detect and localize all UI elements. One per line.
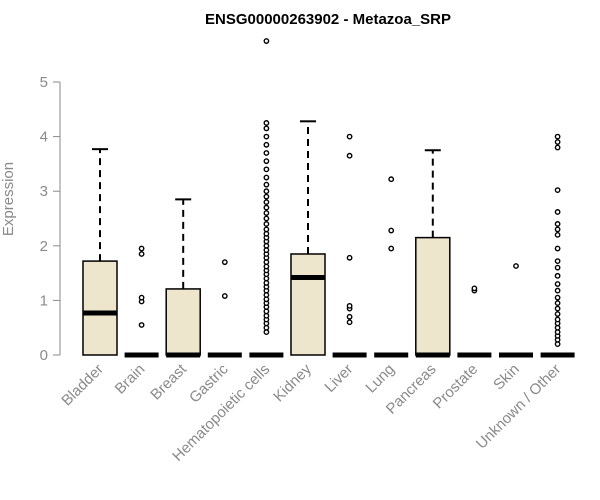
box-7 [332, 133, 367, 358]
y-tick-label: 0 [40, 347, 48, 364]
box-5 [249, 38, 284, 358]
box-9 [415, 149, 451, 358]
outlier-point [554, 209, 561, 215]
outlier-point [263, 125, 270, 132]
x-tick-label: Liver [321, 361, 356, 396]
outlier-point [346, 313, 353, 320]
chart-title: ENSG00000263902 - Metazoa_SRP [205, 11, 451, 28]
outlier-point [388, 245, 395, 252]
outlier-point [554, 245, 561, 252]
y-tick-label: 1 [40, 292, 48, 309]
box-body [82, 260, 118, 356]
box-body [415, 236, 451, 356]
outlier-point [263, 199, 270, 206]
outlier-point [554, 144, 561, 151]
outlier-point [138, 245, 145, 252]
outlier-point [138, 251, 145, 257]
outlier-point [554, 133, 561, 140]
outlier-point [388, 176, 395, 183]
outlier-point [554, 300, 561, 307]
outlier-point [263, 166, 270, 173]
y-tick-label: 5 [40, 74, 48, 91]
outlier-point [263, 226, 270, 233]
outlier-point [263, 158, 270, 165]
outlier-point [554, 281, 561, 287]
x-tick-label: Skin [490, 361, 523, 394]
outlier-point [263, 150, 270, 156]
outlier-point [346, 254, 353, 261]
outlier-point [554, 287, 561, 294]
outlier-point [554, 294, 561, 301]
outlier-point [554, 264, 561, 271]
box-body [290, 253, 326, 356]
outlier-point [346, 319, 353, 326]
outlier-point [263, 38, 270, 44]
box-3 [165, 198, 201, 358]
x-tick-label: Brain [112, 361, 149, 398]
outlier-point [138, 322, 145, 328]
box-1 [82, 148, 118, 356]
outlier-point [263, 120, 270, 126]
outlier-point [263, 204, 270, 211]
outlier-point [346, 133, 353, 140]
x-tick-label: Bladder [58, 361, 107, 410]
box-11 [499, 263, 533, 358]
box-6 [290, 120, 326, 356]
x-tick-label: Prostate [430, 361, 482, 413]
outlier-point [263, 193, 270, 200]
outlier-point [554, 139, 561, 145]
outlier-point [388, 227, 395, 234]
outlier-point [263, 210, 270, 216]
outlier-point [554, 221, 561, 227]
y-axis: 0 1 2 3 4 5 [40, 74, 61, 364]
box-4 [207, 259, 242, 358]
outlier-point [513, 263, 519, 269]
box-8 [374, 176, 409, 358]
outlier-point [263, 181, 270, 188]
y-tick-label: 4 [40, 129, 48, 146]
outlier-point [346, 302, 353, 309]
y-tick-label: 2 [40, 238, 48, 255]
outlier-point [554, 305, 561, 312]
box-2 [124, 245, 159, 358]
outlier-point [554, 258, 561, 264]
outlier-point [471, 285, 478, 292]
x-tick-label: Lung [362, 361, 398, 397]
outlier-point [221, 293, 228, 299]
outlier-point [554, 187, 561, 194]
outlier-point [263, 188, 270, 195]
box-12 [540, 133, 575, 358]
outlier-point [263, 174, 270, 181]
y-tick-label: 3 [40, 183, 48, 200]
outlier-point [263, 221, 270, 227]
x-tick-label: Kidney [270, 360, 315, 405]
outlier-point [554, 311, 561, 317]
outlier-point [263, 133, 270, 140]
outlier-point [554, 272, 561, 279]
plot-area [82, 38, 575, 358]
outlier-point [263, 141, 270, 148]
x-tick-label: Breast [147, 360, 190, 403]
outlier-point [554, 316, 561, 323]
box-body [165, 288, 201, 356]
outlier-point [263, 215, 270, 222]
outlier-point [221, 259, 228, 266]
outlier-point [554, 226, 561, 233]
y-axis-label: Expression [0, 162, 17, 236]
outlier-point [138, 294, 145, 301]
outlier-point [554, 231, 561, 238]
outlier-point [346, 152, 353, 159]
box-10 [457, 285, 492, 358]
